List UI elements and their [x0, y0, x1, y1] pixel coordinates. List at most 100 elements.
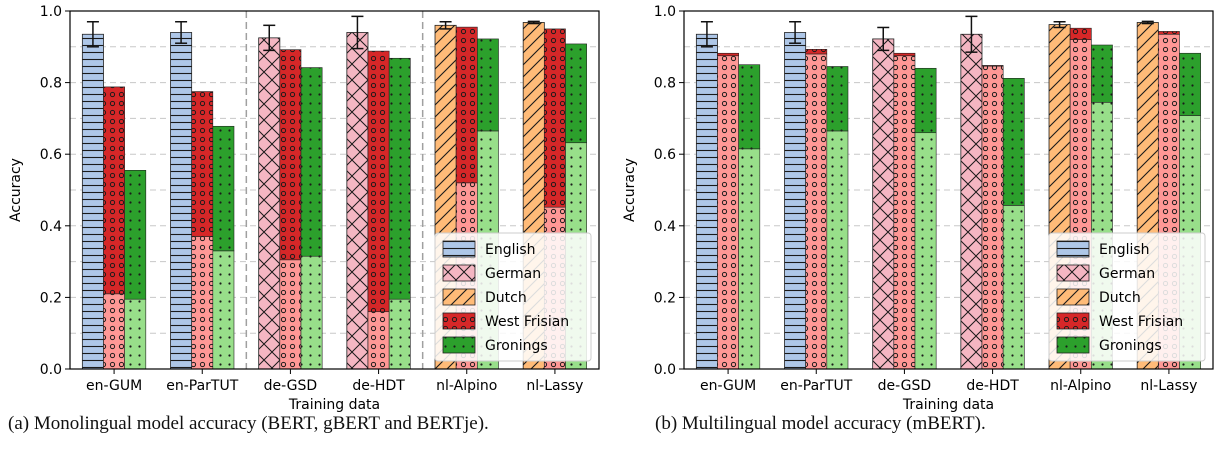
bar-gronings-en-gum — [124, 170, 147, 300]
bar-english-en-gum — [81, 33, 104, 370]
bar-gronings-de-gsd — [300, 67, 323, 257]
y-tick-label: 0.0 — [40, 362, 62, 378]
bar-gronings-lower-de-hdt — [388, 298, 411, 370]
y-tick-label: 0.6 — [40, 147, 62, 163]
bar-gronings-de-hdt — [1002, 78, 1025, 206]
legend-label-dutch: Dutch — [485, 290, 527, 306]
bar-west-frisian-en-partut — [805, 49, 828, 55]
x-tick-label: de-GSD — [264, 378, 318, 394]
bar-gronings-nl-lassy — [1179, 52, 1201, 116]
x-tick-label: en-GUM — [700, 378, 756, 394]
legend-label-german: German — [1099, 266, 1155, 282]
caption-multilingual: (b) Multilingual model accuracy (mBERT). — [655, 413, 986, 434]
bar-gronings-lower-en-gum — [738, 148, 761, 370]
legend-label-gronings: Gronings — [1099, 338, 1162, 354]
y-tick-label: 0.0 — [654, 362, 676, 378]
bar-gronings-en-partut — [212, 125, 235, 252]
x-tick-label: en-GUM — [86, 378, 142, 394]
bar-west-frisian-en-gum — [103, 86, 125, 295]
y-tick-label: 1.0 — [654, 4, 676, 20]
bar-gronings-nl-lassy — [565, 43, 587, 144]
x-tick-label: nl-Lassy — [1140, 378, 1197, 394]
bar-gronings-de-gsd — [914, 67, 937, 134]
bar-west-frisian-lower-en-gum — [717, 55, 739, 370]
x-tick-label: de-HDT — [352, 378, 405, 394]
bar-west-frisian-de-hdt — [367, 50, 390, 313]
legend-swatch-german — [442, 264, 476, 282]
legend-label-german: German — [485, 266, 541, 282]
y-axis-label: Accuracy — [8, 158, 24, 222]
bar-gronings-lower-en-partut — [212, 250, 235, 370]
x-tick-label: nl-Lassy — [526, 378, 583, 394]
bar-west-frisian-nl-lassy — [1158, 31, 1180, 35]
legend-label-dutch: Dutch — [1099, 290, 1141, 306]
bar-gronings-lower-en-partut — [826, 130, 849, 370]
y-tick-label: 0.2 — [654, 290, 676, 306]
bar-gronings-nl-alpino — [1091, 44, 1113, 103]
legend-swatch-german — [1056, 264, 1090, 282]
bar-gronings-lower-de-gsd — [300, 255, 323, 370]
bar-west-frisian-en-gum — [717, 52, 739, 57]
bar-west-frisian-lower-en-partut — [191, 236, 214, 370]
legend-swatch-gronings — [442, 336, 476, 354]
bar-west-frisian-nl-lassy — [544, 28, 566, 208]
legend-swatch-west-frisian — [442, 312, 476, 330]
bar-german-de-gsd — [258, 37, 281, 370]
bar-gronings-de-hdt — [388, 57, 411, 300]
bar-english-en-partut — [784, 32, 807, 370]
bar-german-de-hdt — [346, 32, 369, 370]
bar-english-en-partut — [170, 32, 193, 370]
legend-swatch-gronings — [1056, 336, 1090, 354]
bar-west-frisian-lower-de-hdt — [367, 311, 390, 370]
bar-german-de-gsd — [872, 38, 895, 370]
y-tick-label: 1.0 — [40, 4, 62, 20]
bar-west-frisian-en-partut — [191, 91, 214, 237]
legend-swatch-west-frisian — [1056, 312, 1090, 330]
bar-gronings-lower-de-hdt — [1002, 205, 1025, 370]
x-tick-label: de-HDT — [966, 378, 1019, 394]
bar-gronings-lower-en-gum — [124, 298, 147, 370]
caption-monolingual: (a) Monolingual model accuracy (BERT, gB… — [8, 413, 489, 434]
x-axis-label: Training data — [288, 397, 380, 413]
legend-swatch-dutch — [442, 288, 476, 306]
bar-west-frisian-de-hdt — [981, 65, 1004, 67]
legend-swatch-english — [442, 240, 476, 258]
bar-gronings-lower-de-gsd — [914, 132, 937, 370]
legend-label-west-frisian: West Frisian — [1099, 314, 1183, 330]
legend: English German Dutch West Frisian Gronings — [434, 232, 592, 362]
panel-monolingual: en-GUM en-ParTUT de-GSD de-HDT nl-Alpino nl-L… — [8, 4, 600, 413]
x-tick-label: en-ParTUT — [780, 378, 852, 394]
bar-west-frisian-nl-alpino — [455, 26, 478, 184]
legend-swatch-english — [1056, 240, 1090, 258]
x-tick-label: nl-Alpino — [1050, 378, 1111, 394]
bar-west-frisian-lower-de-hdt — [981, 65, 1004, 370]
y-tick-label: 0.2 — [40, 290, 62, 306]
bar-west-frisian-lower-en-gum — [103, 293, 125, 370]
legend: English German Dutch West Frisian Gronings — [1048, 232, 1206, 362]
bar-west-frisian-lower-en-partut — [805, 53, 828, 370]
x-tick-label: de-GSD — [878, 378, 932, 394]
bar-west-frisian-de-gsd — [893, 52, 916, 57]
bar-gronings-en-partut — [826, 66, 849, 132]
legend-label-gronings: Gronings — [485, 338, 548, 354]
y-tick-label: 0.8 — [654, 76, 676, 92]
x-axis-label: Training data — [902, 397, 994, 413]
bar-west-frisian-de-gsd — [279, 49, 302, 261]
bar-west-frisian-lower-de-gsd — [893, 55, 916, 370]
y-tick-label: 0.4 — [654, 219, 676, 235]
legend-label-english: English — [485, 242, 536, 258]
panel-multilingual: en-GUM en-ParTUT de-GSD de-HDT nl-Alpino nl-L… — [622, 4, 1214, 413]
bar-west-frisian-lower-de-gsd — [279, 259, 302, 370]
legend-label-english: English — [1099, 242, 1150, 258]
y-tick-label: 0.8 — [40, 76, 62, 92]
bar-gronings-nl-alpino — [477, 38, 499, 132]
y-tick-label: 0.6 — [654, 147, 676, 163]
bar-german-de-hdt — [960, 33, 983, 370]
x-tick-label: en-ParTUT — [166, 378, 238, 394]
bar-west-frisian-nl-alpino — [1069, 27, 1092, 40]
x-tick-label: nl-Alpino — [436, 378, 497, 394]
legend-swatch-dutch — [1056, 288, 1090, 306]
plot-frame — [69, 10, 600, 370]
bar-gronings-en-gum — [738, 64, 761, 150]
